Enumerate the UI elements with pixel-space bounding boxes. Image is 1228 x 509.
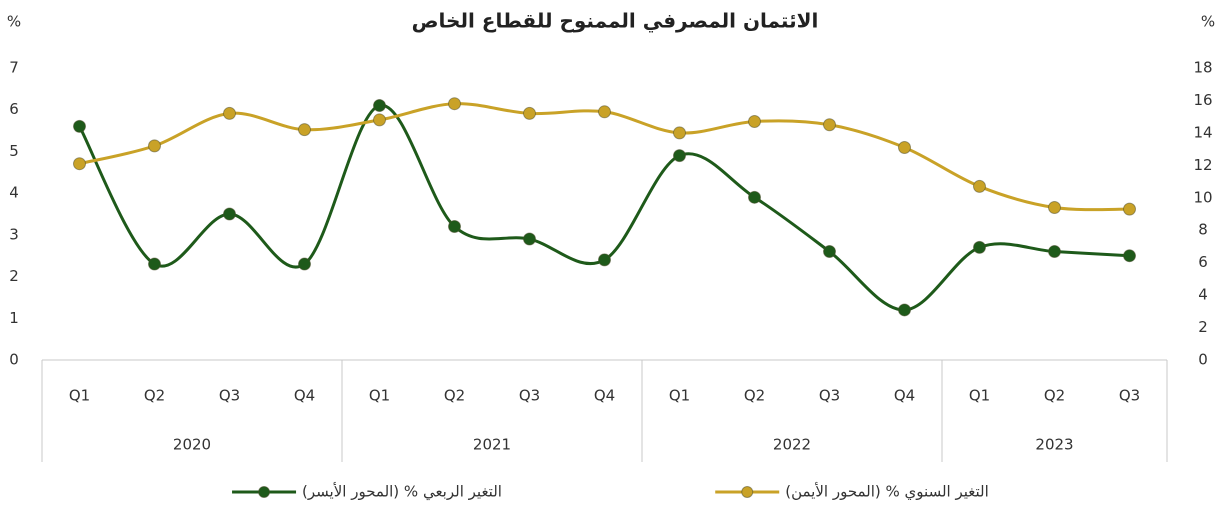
- x-tick-label: Q4: [594, 387, 615, 405]
- y-tick-label: 0: [9, 351, 19, 369]
- y2-tick-label: 14: [1193, 123, 1212, 141]
- series-marker: [973, 240, 986, 254]
- series-marker: [748, 115, 761, 129]
- series-marker: [598, 105, 611, 119]
- series-marker: [673, 149, 686, 163]
- series-marker: [973, 179, 986, 193]
- series-line: [79, 102, 1130, 212]
- legend-swatch-marker: [741, 486, 754, 498]
- y2-tick-label: 10: [1193, 188, 1212, 206]
- group-label: 2022: [773, 436, 811, 454]
- x-tick-label: Q1: [969, 387, 990, 405]
- series-marker: [1048, 245, 1061, 259]
- series-marker: [148, 257, 161, 271]
- x-tick-label: Q2: [444, 387, 465, 405]
- series-marker: [148, 139, 161, 153]
- y2-tick-label: 8: [1198, 221, 1208, 239]
- series-marker: [823, 118, 836, 132]
- x-tick-label: Q3: [1119, 387, 1140, 405]
- series-marker: [73, 119, 86, 133]
- series-marker: [748, 190, 761, 204]
- series-marker: [223, 106, 236, 120]
- legend-swatch-marker: [258, 486, 271, 498]
- group-label: 2023: [1035, 436, 1073, 454]
- series-marker: [598, 253, 611, 267]
- x-tick-label: Q2: [144, 387, 165, 405]
- y-tick-label: 3: [9, 225, 19, 243]
- y2-tick-label: 16: [1193, 91, 1212, 109]
- y-tick-label: 7: [9, 59, 19, 77]
- series-marker: [898, 303, 911, 317]
- y-tick-label: 5: [9, 142, 19, 160]
- series-marker: [898, 140, 911, 154]
- series-line: [78, 104, 1130, 312]
- y-tick-label: 6: [9, 100, 19, 118]
- y-tick-label: 2: [9, 267, 19, 285]
- x-tick-label: Q3: [819, 387, 840, 405]
- series-marker: [448, 220, 461, 234]
- series-marker: [823, 245, 836, 259]
- series-marker: [673, 126, 686, 140]
- group-label: 2020: [173, 436, 211, 454]
- x-tick-label: Q2: [744, 387, 765, 405]
- y2-tick-label: 4: [1198, 286, 1208, 304]
- y2-tick-label: 6: [1198, 253, 1208, 271]
- y2-tick-label: 18: [1193, 59, 1212, 77]
- chart-title: الائتمان المصرفي الممنوح للقطاع الخاص: [412, 9, 819, 34]
- x-tick-label: Q4: [894, 387, 915, 405]
- series-marker: [73, 157, 86, 171]
- series-marker: [1123, 249, 1136, 263]
- x-tick-label: Q4: [294, 387, 315, 405]
- y-tick-label: 1: [9, 309, 19, 327]
- x-tick-label: Q3: [219, 387, 240, 405]
- series-marker: [223, 207, 236, 221]
- group-label: 2021: [473, 436, 511, 454]
- series-marker: [373, 113, 386, 127]
- y2-tick-label: 0: [1198, 351, 1208, 369]
- series-marker: [373, 99, 386, 113]
- series-marker: [1048, 201, 1061, 215]
- series-marker: [298, 257, 311, 271]
- x-tick-label: Q3: [519, 387, 540, 405]
- y2-tick-label: 2: [1198, 318, 1208, 336]
- legend-label: التغير الربعي % (المحور الأيسر): [302, 482, 502, 502]
- x-tick-label: Q2: [1044, 387, 1065, 405]
- y2-tick-label: 12: [1193, 156, 1212, 174]
- y-axis-label: %: [7, 13, 21, 31]
- legend-label: التغير السنوي % (المحور الأيمن): [785, 482, 989, 502]
- series-marker: [1123, 202, 1136, 216]
- x-tick-label: Q1: [369, 387, 390, 405]
- y-tick-label: 4: [9, 184, 19, 202]
- x-tick-label: Q1: [669, 387, 690, 405]
- series-marker: [523, 232, 536, 246]
- series-marker: [298, 123, 311, 137]
- y2-axis-label: %: [1201, 13, 1215, 31]
- series-marker: [448, 97, 461, 111]
- x-tick-label: Q1: [69, 387, 90, 405]
- series-marker: [523, 106, 536, 120]
